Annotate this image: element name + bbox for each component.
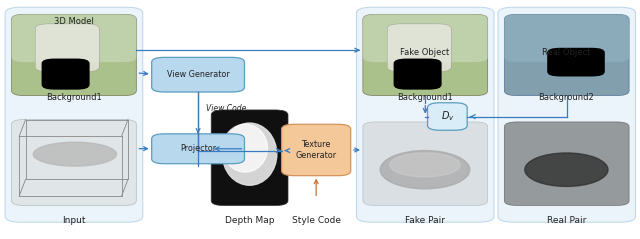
Text: 3D Model: 3D Model (54, 17, 93, 26)
Text: View Generator: View Generator (166, 70, 230, 79)
Text: Depth Map: Depth Map (225, 216, 275, 225)
Text: Background2: Background2 (538, 92, 595, 102)
FancyBboxPatch shape (504, 14, 629, 62)
FancyBboxPatch shape (12, 120, 136, 206)
Text: Style Code: Style Code (292, 216, 340, 225)
FancyBboxPatch shape (504, 122, 629, 206)
FancyBboxPatch shape (356, 7, 494, 222)
FancyBboxPatch shape (152, 134, 244, 164)
Ellipse shape (33, 142, 116, 166)
FancyBboxPatch shape (363, 14, 488, 62)
FancyBboxPatch shape (5, 7, 143, 222)
FancyBboxPatch shape (394, 59, 442, 90)
Ellipse shape (223, 124, 268, 172)
FancyBboxPatch shape (547, 48, 605, 76)
FancyBboxPatch shape (363, 14, 488, 96)
Text: Fake Pair: Fake Pair (405, 216, 445, 225)
Text: Real Object: Real Object (542, 48, 591, 57)
Text: Background1: Background1 (45, 92, 102, 102)
FancyBboxPatch shape (35, 24, 99, 72)
FancyBboxPatch shape (387, 24, 451, 72)
FancyBboxPatch shape (504, 14, 629, 96)
Ellipse shape (390, 153, 460, 177)
Text: Background1: Background1 (397, 92, 453, 102)
FancyBboxPatch shape (363, 122, 488, 206)
Text: Input: Input (62, 216, 85, 225)
Text: $D_v$: $D_v$ (440, 110, 454, 123)
FancyBboxPatch shape (428, 103, 467, 130)
Text: View Code: View Code (206, 104, 246, 113)
FancyBboxPatch shape (211, 110, 288, 206)
Ellipse shape (223, 123, 277, 185)
FancyBboxPatch shape (42, 59, 90, 90)
Text: Real Pair: Real Pair (547, 216, 586, 225)
FancyBboxPatch shape (12, 14, 136, 96)
FancyBboxPatch shape (12, 14, 136, 62)
Text: Projector: Projector (180, 144, 216, 153)
Ellipse shape (525, 153, 608, 186)
FancyBboxPatch shape (498, 7, 636, 222)
FancyBboxPatch shape (282, 124, 351, 176)
Text: Fake Object: Fake Object (401, 48, 449, 57)
FancyBboxPatch shape (152, 57, 244, 92)
Ellipse shape (380, 151, 470, 189)
Text: Texture
Generator: Texture Generator (296, 140, 337, 160)
